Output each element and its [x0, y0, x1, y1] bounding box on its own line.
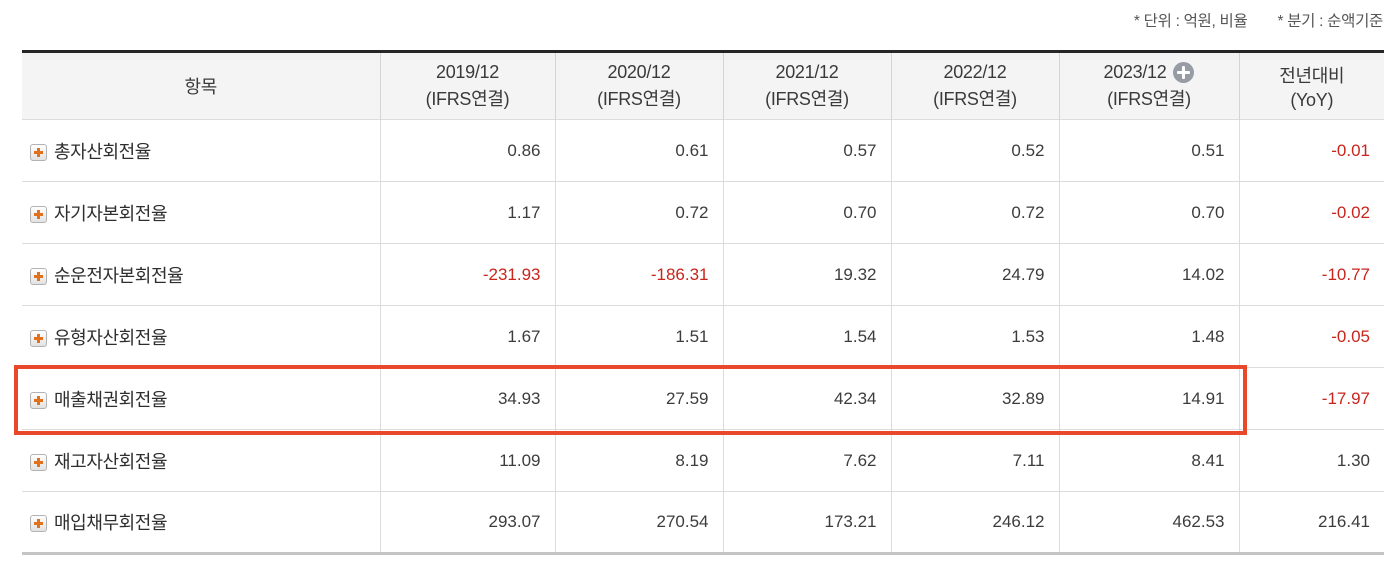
row-label-cell: 순운전자본회전율	[22, 243, 380, 306]
value-cell: 0.61	[554, 119, 723, 182]
table-row: 유형자산회전율 1.67 1.51 1.54 1.53 1.48 -0.05	[22, 305, 1384, 368]
row-label: 순운전자본회전율	[54, 265, 184, 286]
value-cell: 246.12	[890, 491, 1059, 554]
item-header-label: 항목	[184, 77, 218, 97]
row-label: 재고자산회전율	[54, 451, 168, 472]
yoy-value-cell: -17.97	[1238, 367, 1384, 430]
value-cell: 1.67	[379, 305, 555, 368]
expand-row-plus-icon[interactable]	[30, 515, 47, 532]
value-cell: 34.93	[379, 367, 555, 430]
yoy-value-cell: -0.02	[1238, 181, 1384, 244]
value-cell: 1.17	[379, 181, 555, 244]
expand-row-plus-icon[interactable]	[30, 267, 47, 285]
value-cell: 42.34	[722, 367, 891, 430]
value-cell: 14.02	[1058, 243, 1239, 306]
value-cell: 0.51	[1058, 119, 1239, 182]
row-label-cell: 매출채권회전율	[22, 367, 380, 430]
value-cell: 0.70	[722, 181, 891, 244]
row-label-cell: 매입채무회전율	[22, 491, 380, 554]
quarter-basis-note: * 분기 : 순액기준	[1277, 13, 1383, 30]
expand-row-plus-icon[interactable]	[30, 329, 47, 347]
value-cell: -186.31	[554, 243, 723, 306]
value-cell: 14.91	[1058, 367, 1239, 430]
value-cell: 0.86	[379, 119, 555, 182]
row-label: 매입채무회전율	[54, 513, 168, 533]
row-label-cell: 총자산회전율	[22, 119, 380, 182]
value-cell: 7.62	[722, 429, 891, 492]
value-cell: 0.57	[722, 119, 891, 182]
value-cell: 8.41	[1058, 429, 1239, 492]
expand-row-plus-icon[interactable]	[30, 391, 47, 409]
yoy-value-cell: 216.41	[1238, 491, 1384, 554]
yoy-value-cell: 1.30	[1238, 429, 1384, 492]
table-row: 자기자본회전율 1.17 0.72 0.70 0.72 0.70 -0.02	[22, 181, 1384, 244]
value-cell: 293.07	[379, 491, 555, 554]
row-label: 총자산회전율	[54, 141, 151, 162]
row-label: 매출채권회전율	[54, 389, 168, 410]
table-unit-note: * 단위 : 억원, 비율 * 분기 : 순액기준	[1134, 9, 1383, 31]
value-cell: 24.79	[890, 243, 1059, 306]
yoy-value-cell: -0.05	[1238, 305, 1384, 368]
value-cell: 0.70	[1058, 181, 1239, 244]
column-header-2023: 2023/12 (IFRS연결)	[1058, 51, 1239, 120]
row-label: 자기자본회전율	[54, 203, 168, 224]
row-label-cell: 재고자산회전율	[22, 429, 380, 492]
value-cell: 173.21	[722, 491, 891, 554]
financial-ratio-table-wrap: 항목 2019/12 (IFRS연결) 2020/12 (IFRS연결) 202…	[14, 50, 1384, 555]
row-label-cell: 자기자본회전율	[22, 181, 380, 244]
value-cell: 270.54	[554, 491, 723, 554]
value-cell: 8.19	[554, 429, 723, 492]
value-cell: 0.72	[890, 181, 1059, 244]
value-cell: 27.59	[554, 367, 723, 430]
yoy-value-cell: -10.77	[1238, 243, 1384, 306]
value-cell: 1.54	[722, 305, 891, 368]
table-row: 총자산회전율 0.86 0.61 0.57 0.52 0.51 -0.01	[22, 119, 1384, 182]
value-cell: 462.53	[1058, 491, 1239, 554]
table-row: 순운전자본회전율 -231.93 -186.31 19.32 24.79 14.…	[22, 243, 1384, 306]
value-cell: -231.93	[379, 243, 555, 306]
column-header-2021: 2021/12 (IFRS연결)	[722, 51, 891, 120]
value-cell: 0.52	[890, 119, 1059, 182]
column-header-yoy: 전년대비 (YoY)	[1238, 51, 1384, 120]
table-row-highlighted: 매출채권회전율 34.93 27.59 42.34 32.89 14.91 -1…	[22, 367, 1384, 430]
column-header-2020: 2020/12 (IFRS연결)	[554, 51, 723, 120]
table-row: 재고자산회전율 11.09 8.19 7.62 7.11 8.41 1.30	[22, 429, 1384, 492]
table-row: 매입채무회전율 293.07 270.54 173.21 246.12 462.…	[22, 491, 1384, 554]
value-cell: 1.53	[890, 305, 1059, 368]
value-cell: 1.48	[1058, 305, 1239, 368]
value-cell: 11.09	[379, 429, 555, 492]
add-circle-icon[interactable]	[1173, 61, 1195, 83]
column-header-2019: 2019/12 (IFRS연결)	[379, 51, 555, 120]
header-row: 항목 2019/12 (IFRS연결) 2020/12 (IFRS연결) 202…	[22, 51, 1384, 120]
column-header-item: 항목	[22, 51, 380, 120]
yoy-value-cell: -0.01	[1238, 119, 1384, 182]
value-cell: 1.51	[554, 305, 723, 368]
row-label-cell: 유형자산회전율	[22, 305, 380, 368]
value-cell: 19.32	[722, 243, 891, 306]
expand-row-plus-icon[interactable]	[30, 143, 47, 161]
financial-ratio-table: 항목 2019/12 (IFRS연결) 2020/12 (IFRS연결) 202…	[22, 50, 1384, 555]
value-cell: 7.11	[890, 429, 1059, 492]
expand-row-plus-icon[interactable]	[30, 205, 47, 223]
unit-note: * 단위 : 억원, 비율	[1133, 13, 1248, 30]
value-cell: 32.89	[890, 367, 1059, 430]
value-cell: 0.72	[554, 181, 723, 244]
row-label: 유형자산회전율	[54, 327, 168, 348]
expand-row-plus-icon[interactable]	[30, 453, 47, 471]
column-header-2022: 2022/12 (IFRS연결)	[890, 51, 1059, 120]
